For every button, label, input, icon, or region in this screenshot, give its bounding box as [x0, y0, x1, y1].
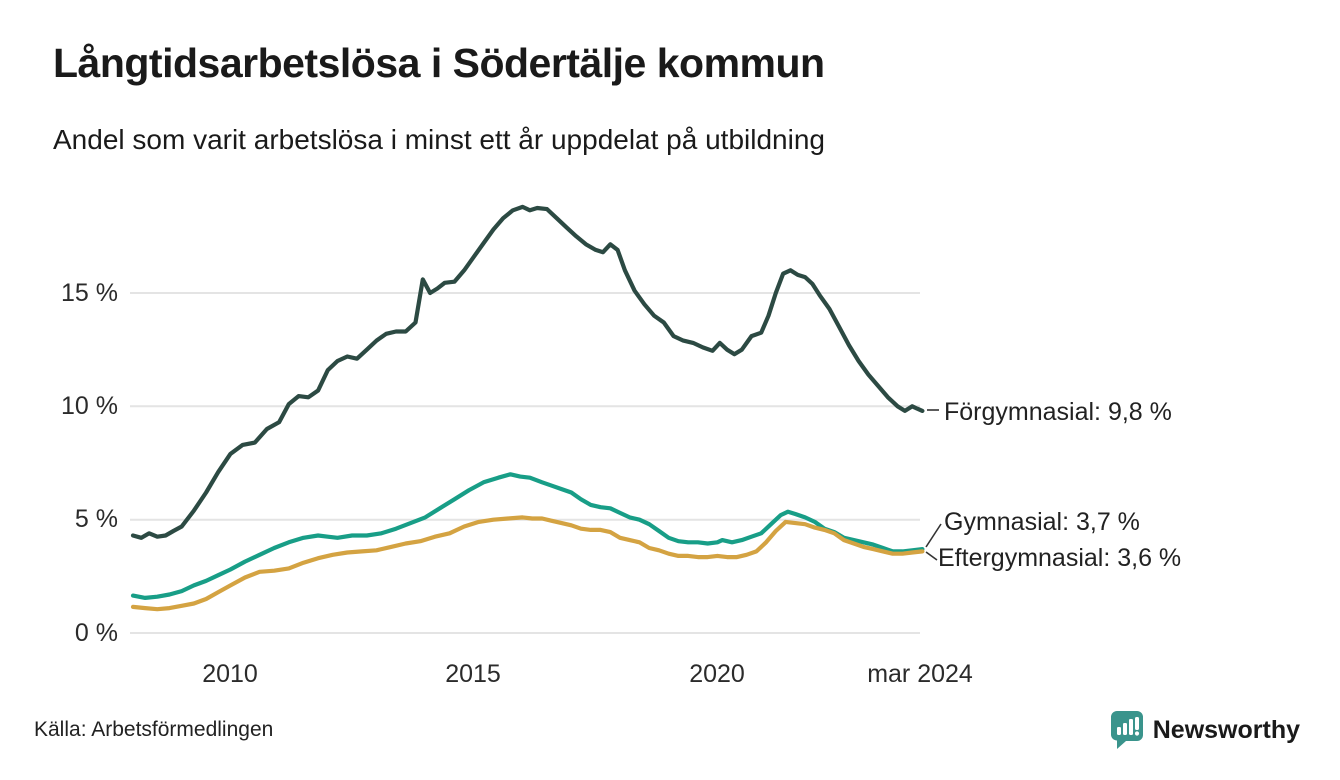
page-subtitle: Andel som varit arbetslösa i minst ett å…	[53, 124, 825, 155]
series-line-forgymnasial	[130, 204, 925, 540]
y-tick-5: 5 %	[74, 505, 118, 533]
y-tick-0: 0 %	[74, 619, 118, 647]
y-tick-15: 15 %	[61, 279, 118, 307]
connector-gymnasial	[925, 523, 942, 548]
x-tick-mar-2024: mar 2024	[867, 660, 973, 688]
series-label-gymnasial: Gymnasial: 3,7 %	[944, 508, 1140, 536]
newsworthy-logo-icon	[1110, 711, 1143, 749]
series-line-gymnasial	[130, 472, 925, 601]
logo-bars	[1116, 717, 1139, 736]
newsworthy-brand: Newsworthy	[1110, 710, 1300, 750]
x-tick-2015: 2015	[445, 660, 501, 688]
x-tick-2020: 2020	[689, 660, 745, 688]
series-line-eftergymnasial	[130, 515, 925, 612]
label-connectors	[925, 409, 942, 561]
series-label-forgymnasial: Förgymnasial: 9,8 %	[944, 398, 1172, 426]
source-note: Källa: Arbetsförmedlingen	[34, 718, 274, 741]
connector-eftergymnasial	[925, 551, 938, 561]
gridlines	[130, 292, 920, 634]
series-lines	[130, 204, 925, 612]
series-label-eftergymnasial: Eftergymnasial: 3,6 %	[938, 544, 1182, 572]
y-tick-10: 10 %	[61, 392, 118, 420]
brand-name: Newsworthy	[1152, 715, 1300, 744]
page-title: Långtidsarbetslösa i Södertälje kommun	[53, 40, 825, 86]
x-tick-2010: 2010	[202, 660, 258, 688]
